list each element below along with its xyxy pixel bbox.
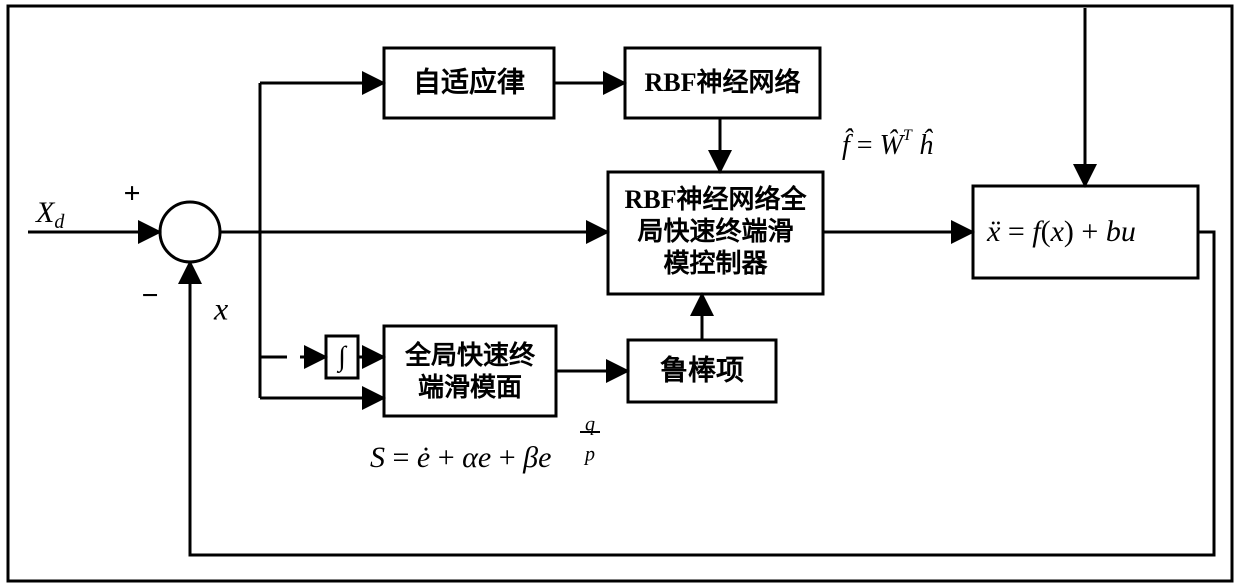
block-sliding-surface: 全局快速终端滑模面 <box>384 326 556 416</box>
sum-plus: + <box>123 177 140 210</box>
svg-text:p: p <box>583 444 595 466</box>
adaptive-law-label: 自适应律 <box>413 65 525 98</box>
sliding-surface-label-1: 端滑模面 <box>418 373 522 402</box>
controller-label-line-2: 模控制器 <box>663 249 768 278</box>
robust-term-label: 鲁棒项 <box>660 354 744 386</box>
block-robust-term: 鲁棒项 <box>628 340 776 402</box>
controller-label-line-0: RBF神经网络全 <box>624 184 807 214</box>
block-integrator: ∫ <box>326 336 358 378</box>
block-rbf-nn: RBF神经网络 <box>625 48 820 118</box>
feedback-label: x <box>213 290 228 326</box>
block-controller: RBF神经网络全局快速终端滑模控制器 <box>608 172 823 294</box>
block-adaptive-law: 自适应律 <box>384 48 554 118</box>
sum-minus: − <box>141 279 158 312</box>
fhat-equation: f̂ = ŴT ĥ <box>842 127 934 162</box>
s-equation-exponent: qp <box>580 414 600 466</box>
plant-equation: ẍ = f(x) + bu <box>986 215 1136 248</box>
rbf-nn-label: RBF神经网络 <box>644 67 800 97</box>
summing-junction <box>160 202 220 262</box>
s-equation: S = ė + αe + βe <box>370 441 551 474</box>
controller-label-line-1: 局快速终端滑 <box>637 216 793 246</box>
input-label: Xd <box>35 196 65 233</box>
sliding-surface-label-0: 全局快速终 <box>404 340 536 370</box>
block-plant: ẍ = f(x) + bu <box>973 186 1198 278</box>
